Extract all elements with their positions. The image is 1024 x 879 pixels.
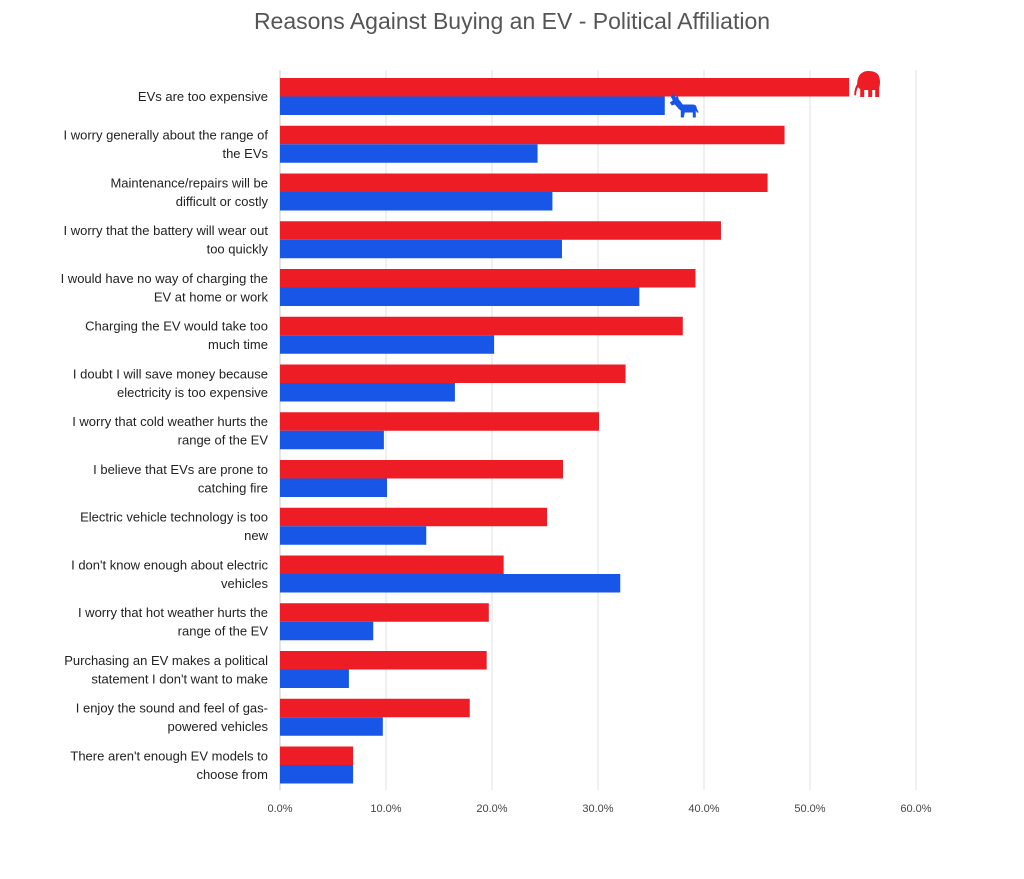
category-label: Charging the EV would take too much time [85,319,268,353]
bar-series-1 [280,603,489,622]
bar-series-1 [280,698,470,718]
bar-series-1 [280,125,785,145]
bar-series-2 [280,144,538,163]
bar-series-2 [280,621,374,641]
bar-series-1 [280,507,548,527]
category-label: Electric vehicle technology is too new [80,510,268,544]
category-label: I worry that hot weather hurts the range … [78,605,268,639]
x-tick-label: 30.0% [582,803,613,815]
x-tick-label: 10.0% [370,803,401,815]
bar-series-1 [280,412,600,431]
x-tick-label: 20.0% [476,803,507,815]
bar-series-2 [280,765,354,784]
category-label: I don't know enough about electric vehicl… [71,557,268,591]
bar-series-1 [280,221,721,240]
bar-series-1 [280,316,683,336]
bar-series-1 [280,173,768,192]
bar-series-2 [280,526,427,545]
category-label: EVs are too expensive [138,89,268,104]
bar-series-2 [280,287,640,306]
bar-series-2 [280,192,553,211]
bar-series-2 [280,96,665,115]
category-label: I worry that cold weather hurts the range… [72,414,268,448]
chart-title: Reasons Against Buying an EV - Political… [253,8,771,34]
x-tick-labels: 0.0% 10.0% 20.0% 30.0% 40.0% 50.0% 60.0% [267,803,931,815]
series-icons [669,71,880,118]
bar-series-2 [280,383,455,402]
x-tick-label: 40.0% [688,803,719,815]
category-label: There aren't enough EV models to choose f… [70,748,268,782]
donkey-icon [669,93,699,118]
x-tick-label: 50.0% [794,803,825,815]
category-label: I believe that EVs are prone to catching … [93,462,268,496]
x-tick-label: 60.0% [900,803,931,815]
bar-series-1 [280,651,487,670]
bar-series-1 [280,746,354,765]
bars [280,78,850,784]
category-label: Purchasing an EV makes a political statem… [64,653,268,687]
bar-series-2 [280,335,495,354]
bar-series-2 [280,478,388,497]
category-label: I worry generally about the range of the … [63,128,268,162]
bar-series-2 [280,430,384,450]
category-label: I doubt I will save money because electri… [73,366,268,400]
category-label: I worry that the battery will wear out to… [64,223,269,257]
bar-series-1 [280,269,696,288]
x-tick-label: 0.0% [267,803,292,815]
elephant-icon [854,71,880,97]
bar-series-2 [280,669,349,688]
category-labels: EVs are too expensive I worry generally a… [61,89,269,782]
bar-series-2 [280,239,562,259]
bar-series-1 [280,78,850,97]
bar-series-1 [280,555,504,574]
bar-series-1 [280,460,564,479]
category-label: I enjoy the sound and feel of gas-powere… [76,701,269,735]
bar-series-1 [280,364,626,383]
category-label: I would have no way of charging the EV at… [61,271,269,305]
category-label: Maintenance/repairs will be difficult or … [110,175,268,209]
bar-series-2 [280,574,621,593]
bar-series-2 [280,717,383,736]
